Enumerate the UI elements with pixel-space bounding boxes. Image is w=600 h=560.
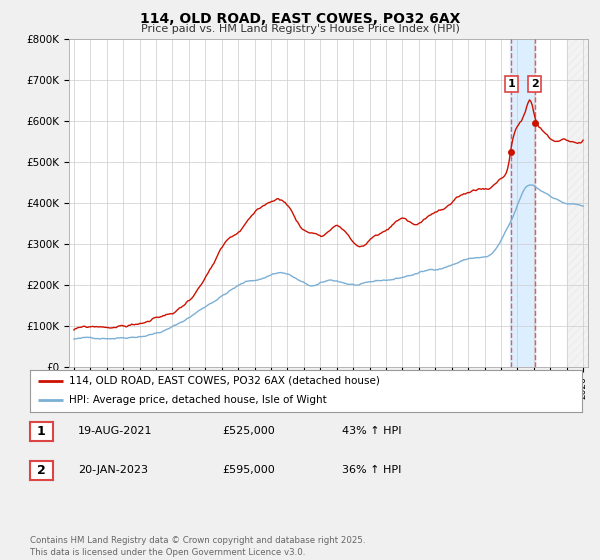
Text: 43% ↑ HPI: 43% ↑ HPI (342, 426, 401, 436)
Text: 1: 1 (37, 425, 46, 438)
Bar (510, 39, 535, 367)
Text: 114, OLD ROAD, EAST COWES, PO32 6AX (detached house): 114, OLD ROAD, EAST COWES, PO32 6AX (det… (68, 376, 380, 386)
Text: 2: 2 (37, 464, 46, 478)
Text: 19-AUG-2021: 19-AUG-2021 (78, 426, 152, 436)
Text: 20-JAN-2023: 20-JAN-2023 (78, 465, 148, 475)
Text: Contains HM Land Registry data © Crown copyright and database right 2025.
This d: Contains HM Land Registry data © Crown c… (30, 536, 365, 557)
Text: 114, OLD ROAD, EAST COWES, PO32 6AX: 114, OLD ROAD, EAST COWES, PO32 6AX (140, 12, 460, 26)
Text: £525,000: £525,000 (222, 426, 275, 436)
Text: £595,000: £595,000 (222, 465, 275, 475)
Bar (566, 39, 588, 367)
Text: Price paid vs. HM Land Registry's House Price Index (HPI): Price paid vs. HM Land Registry's House … (140, 24, 460, 34)
Text: HPI: Average price, detached house, Isle of Wight: HPI: Average price, detached house, Isle… (68, 395, 326, 405)
Text: 2: 2 (531, 80, 539, 89)
Text: 36% ↑ HPI: 36% ↑ HPI (342, 465, 401, 475)
Text: 1: 1 (508, 80, 515, 89)
